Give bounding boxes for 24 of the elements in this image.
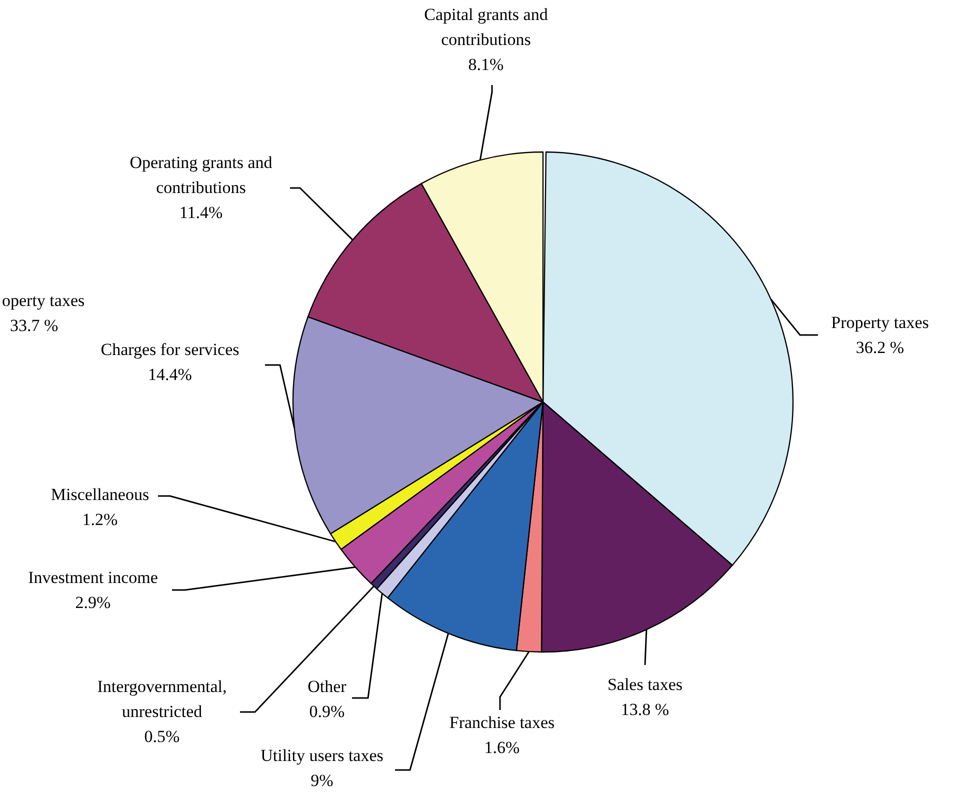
data-label: 11.4% — [179, 203, 223, 222]
slice-label: Other — [308, 677, 347, 696]
data-label: 0.5% — [144, 727, 180, 746]
text: operty taxes — [2, 291, 85, 310]
slice-label: Utility users taxes — [260, 746, 384, 765]
slice-label: Franchise taxes — [449, 713, 555, 732]
slice-label: Intergovernmental, unrestricted — [97, 677, 227, 721]
data-label: 36.2 % — [856, 338, 904, 357]
slice-label: Miscellaneous — [50, 485, 150, 504]
text: 33.7 % — [10, 316, 58, 335]
data-label: 2.9% — [75, 593, 111, 612]
data-label: 14.4% — [148, 365, 192, 384]
slice-label: Operating grants and contributions — [130, 153, 273, 197]
data-label: 9% — [310, 771, 334, 790]
data-label: 0.9% — [309, 702, 345, 721]
slice-label: Capital grants and contributions — [424, 5, 548, 49]
data-label: 1.2% — [82, 510, 118, 529]
data-label: 1.6% — [484, 738, 520, 757]
slice-label: Investment income — [28, 568, 158, 587]
data-label: 8.1% — [468, 55, 504, 74]
slice-label: Sales taxes — [607, 675, 683, 694]
slice-label: Charges for services — [100, 340, 240, 359]
data-label: 13.8 % — [620, 700, 670, 719]
slice-label: Property taxes — [831, 313, 929, 332]
